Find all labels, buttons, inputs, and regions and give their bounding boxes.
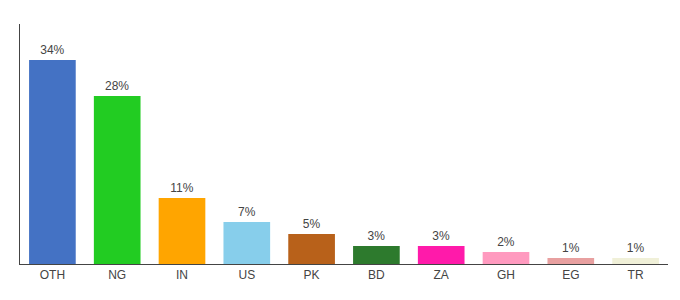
svg-text:ZA: ZA xyxy=(434,268,449,282)
svg-text:5%: 5% xyxy=(303,217,321,231)
svg-text:1%: 1% xyxy=(627,241,645,255)
svg-text:11%: 11% xyxy=(170,181,193,195)
svg-text:NG: NG xyxy=(108,268,126,282)
svg-text:1%: 1% xyxy=(562,241,580,255)
svg-text:GH: GH xyxy=(497,268,515,282)
svg-text:7%: 7% xyxy=(238,205,256,219)
svg-text:IN: IN xyxy=(176,268,188,282)
svg-text:34%: 34% xyxy=(40,43,64,57)
svg-text:TR: TR xyxy=(628,268,644,282)
svg-text:28%: 28% xyxy=(105,79,129,93)
svg-text:OTH: OTH xyxy=(40,268,65,282)
svg-text:US: US xyxy=(238,268,255,282)
svg-text:BD: BD xyxy=(368,268,385,282)
svg-text:3%: 3% xyxy=(432,229,450,243)
svg-text:PK: PK xyxy=(304,268,320,282)
svg-text:3%: 3% xyxy=(368,229,386,243)
svg-text:EG: EG xyxy=(562,268,579,282)
svg-text:2%: 2% xyxy=(497,235,515,249)
